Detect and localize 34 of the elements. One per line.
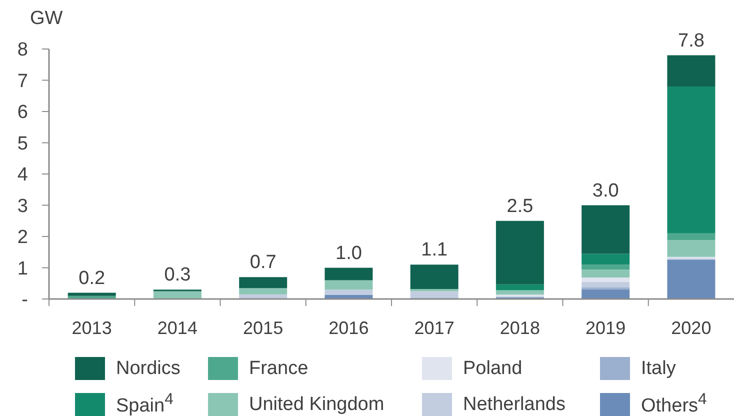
legend-label: Italy	[641, 358, 676, 380]
legend-label: Poland	[463, 358, 522, 380]
total-label: 1.1	[421, 240, 448, 261]
x-tick-label: 2018	[500, 318, 540, 338]
legend-label: Nordics	[116, 358, 180, 380]
y-tick-label: 1	[17, 258, 28, 280]
y-tick-label: 8	[17, 40, 28, 61]
total-label: 7.8	[678, 30, 704, 52]
y-tick-label: 2	[17, 227, 28, 248]
y-tick-label: 4	[17, 164, 28, 186]
x-tick-label: 2015	[243, 318, 284, 338]
y-tick-label: 3	[17, 196, 28, 217]
y-tick-label: 7	[17, 70, 28, 92]
total-label: 1.0	[336, 242, 362, 264]
legend-label: Spain$^{4}$	[116, 391, 174, 416]
total-label: 3.0	[592, 180, 619, 202]
legend-label: Netherlands	[463, 394, 566, 416]
y-tick-label: 5	[17, 133, 28, 154]
total-label: 0.2	[78, 268, 106, 289]
x-tick-label: 2013	[72, 318, 112, 338]
legend-label: United Kingdom	[249, 394, 384, 416]
total-label: 0.7	[250, 252, 276, 274]
x-tick-label: 2014	[157, 318, 198, 338]
x-tick-label: 2020	[671, 318, 712, 338]
y-axis-title: GW	[30, 8, 63, 29]
legend-label: France	[249, 358, 308, 380]
legend-label: Others$^{4}$	[641, 391, 707, 416]
x-tick-label: 2019	[586, 318, 626, 338]
total-label: 2.5	[506, 196, 534, 217]
x-tick-label: 2016	[328, 318, 369, 338]
y-tick-label: 6	[17, 102, 28, 124]
total-label: 0.3	[164, 264, 191, 286]
y-tick-label: -	[22, 290, 28, 311]
x-tick-label: 2017	[414, 318, 454, 338]
